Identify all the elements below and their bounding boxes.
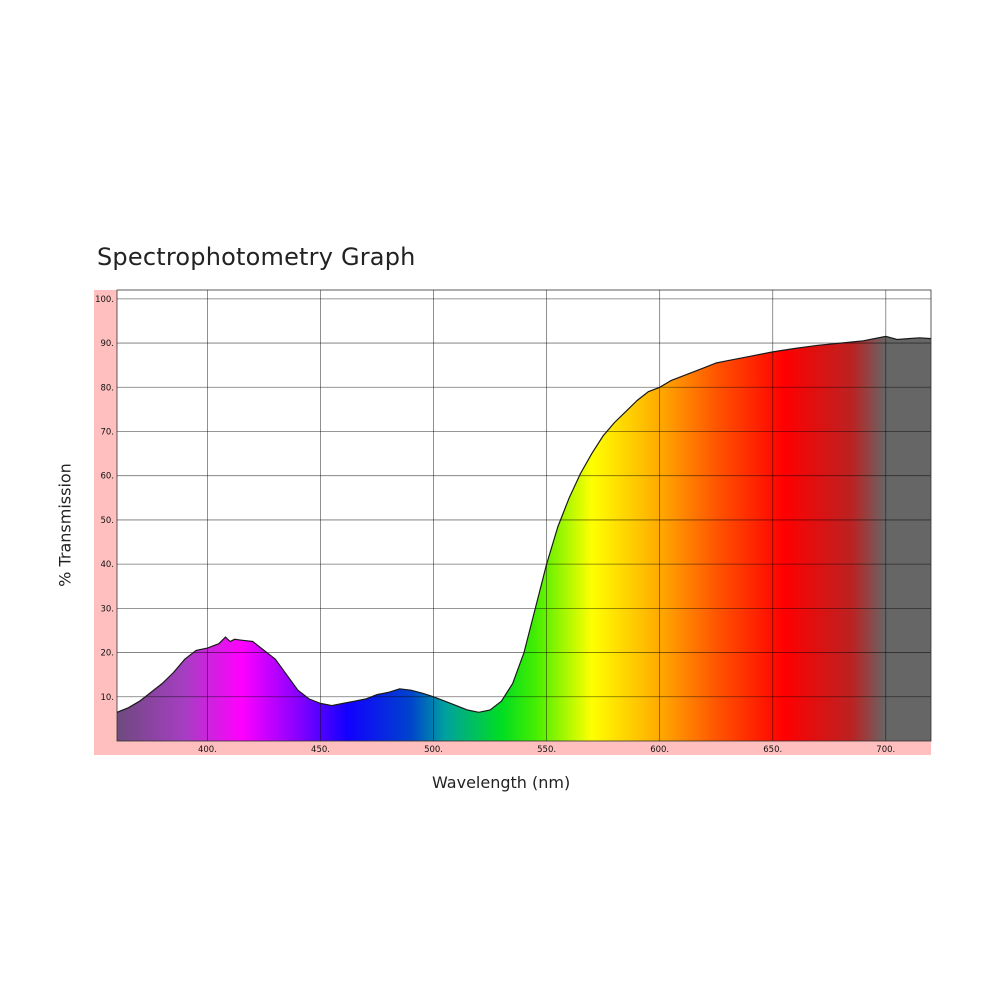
y-tick-label: 80. [100,383,114,393]
x-tick-label: 500. [424,745,443,755]
chart-frame-left-strip [94,290,117,755]
transmission-curve [116,335,932,713]
x-tick-label: 700. [876,745,895,755]
plot-border [116,289,932,742]
y-tick-label: 60. [100,472,114,482]
y-tick-label: 20. [100,649,114,659]
y-tick-label: 40. [100,560,114,570]
x-axis-label: Wavelength (nm) [432,773,571,792]
chart-title: Spectrophotometry Graph [97,243,416,271]
x-tick-label: 650. [763,745,782,755]
x-tick-label: 400. [198,745,217,755]
chart-frame-bottom-strip [94,741,931,755]
y-tick-label: 50. [100,516,114,526]
y-tick-label: 100. [95,295,114,305]
transmission-area-fill [117,336,931,741]
y-tick-label: 70. [100,427,114,437]
x-tick-label: 550. [537,745,556,755]
y-tick-label: 10. [100,693,114,703]
y-tick-label: 90. [100,339,114,349]
x-tick-label: 450. [311,745,330,755]
y-tick-label: 30. [100,604,114,614]
x-tick-label: 600. [650,745,669,755]
